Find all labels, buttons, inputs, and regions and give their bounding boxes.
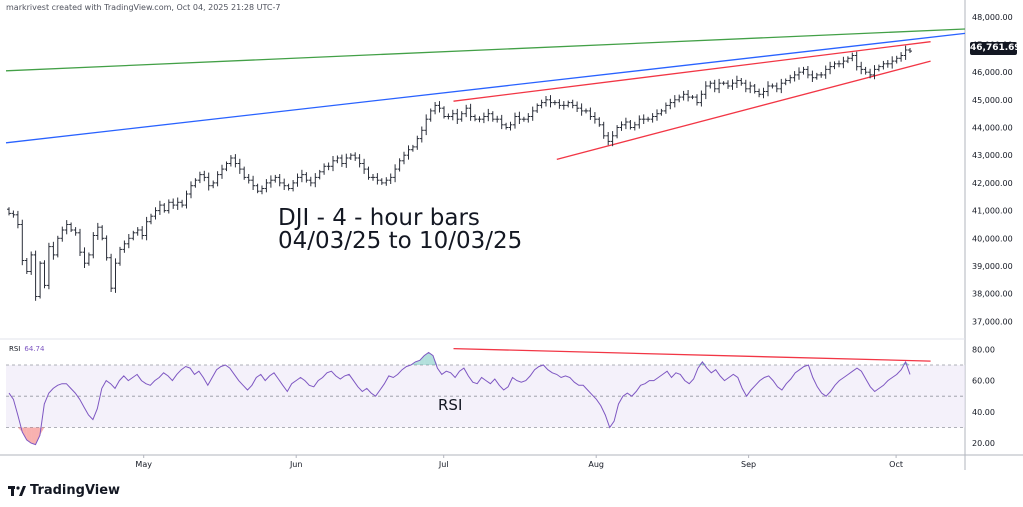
rsi-axis-label: 20.00	[972, 439, 995, 448]
tradingview-wordmark: TradingView	[30, 483, 121, 498]
last-price-tag: 46,761.69	[970, 42, 1021, 55]
price-axis-label: 46,000.00	[972, 68, 1013, 77]
green-trendline	[5, 28, 966, 72]
time-axis-label: May	[135, 460, 152, 469]
blue-trendline	[5, 32, 966, 144]
annotation-title: DJI - 4 - hour bars	[278, 205, 480, 231]
red-trendline	[453, 41, 931, 102]
price-axis-label: 43,000.00	[972, 151, 1013, 160]
tradingview-logo-icon	[8, 485, 26, 496]
rsi-overbought-fill	[424, 352, 429, 365]
rsi-center-label: RSI	[438, 396, 463, 414]
price-axis-label: 37,000.00	[972, 317, 1013, 326]
price-axis-label: 39,000.00	[972, 262, 1013, 271]
rsi-red-trendline	[453, 347, 931, 362]
rsi-oversold-fill	[26, 427, 32, 444]
rsi-oversold-fill	[31, 427, 36, 445]
rsi-oversold-fill	[22, 427, 27, 440]
price-axis-label: 41,000.00	[972, 207, 1013, 216]
rsi-legend-label: RSI	[9, 345, 21, 353]
price-axis-label: 42,000.00	[972, 179, 1013, 188]
rsi-axis-label: 60.00	[972, 377, 995, 386]
chart-credit: markrivest created with TradingView.com,…	[6, 3, 281, 12]
price-axis-label: 38,000.00	[972, 290, 1013, 299]
time-axis-label: Jul	[438, 460, 449, 469]
rsi-overbought-fill	[419, 355, 425, 365]
rsi-axis-label: 80.00	[972, 345, 995, 354]
rsi-band-fill	[6, 365, 965, 428]
time-axis-label: Jun	[289, 460, 303, 469]
rsi-legend-value: 64.74	[24, 345, 45, 353]
price-axis-label: 45,000.00	[972, 96, 1013, 105]
rsi-overbought-fill	[415, 360, 420, 365]
chart-annotation: DJI - 4 - hour bars 04/03/25 to 10/03/25	[278, 207, 522, 253]
rsi-oversold-fill	[35, 427, 40, 445]
rsi-overbought-fill	[428, 352, 433, 365]
rsi-line	[8, 351, 911, 446]
rsi-legend[interactable]: RSI 64.74	[9, 345, 44, 353]
time-axis-label: Aug	[588, 460, 604, 469]
price-axis-label: 48,000.00	[972, 13, 1013, 22]
time-axis-label: Sep	[741, 460, 756, 469]
price-axis-label: 40,000.00	[972, 234, 1013, 243]
tradingview-brand[interactable]: TradingView	[8, 483, 120, 498]
time-axis-label: Oct	[889, 460, 903, 469]
annotation-date-range: 04/03/25 to 10/03/25	[278, 228, 523, 254]
rsi-axis-label: 40.00	[972, 408, 995, 417]
red-trendline	[556, 60, 931, 161]
price-axis-label: 44,000.00	[972, 124, 1013, 133]
